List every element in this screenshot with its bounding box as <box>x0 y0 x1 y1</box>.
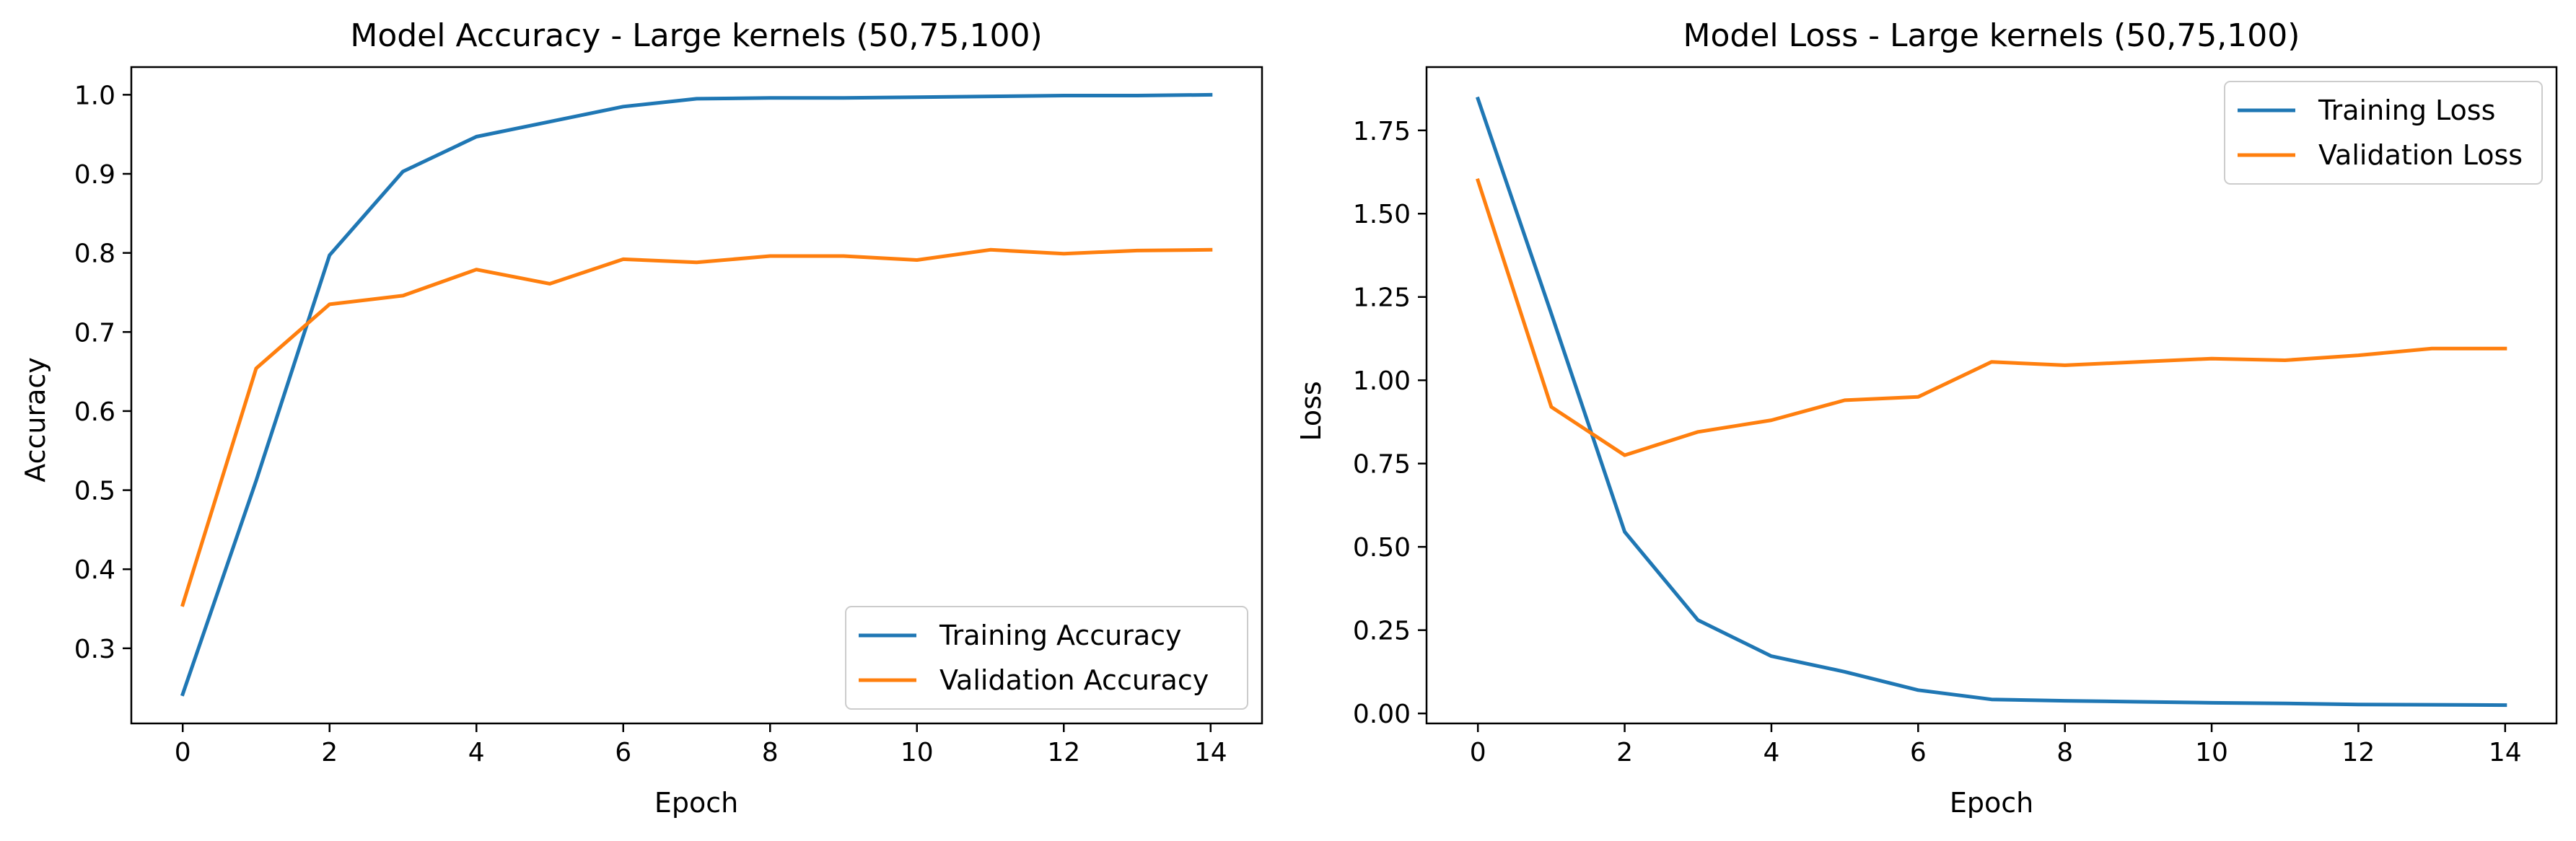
accuracy-x-tick-label: 12 <box>1047 738 1080 767</box>
loss-x-tick-label: 2 <box>1616 738 1633 767</box>
loss-axes-frame <box>1425 66 2558 725</box>
loss-series-validation <box>1476 177 2507 457</box>
accuracy-series-validation <box>180 247 1213 607</box>
accuracy-x-tick-label: 8 <box>762 738 779 767</box>
loss-y-tick-label: 0.25 <box>1353 617 1411 646</box>
accuracy-legend: Training Accuracy Validation Accuracy <box>845 606 1248 710</box>
accuracy-y-axis-label: Accuracy <box>19 357 51 483</box>
loss-y-tick-label: 0.75 <box>1353 450 1411 480</box>
loss-x-tick-label: 14 <box>2489 738 2522 767</box>
loss-legend-label: Validation Loss <box>2318 139 2523 171</box>
loss-x-tick-label: 0 <box>1470 738 1486 767</box>
loss-series-training <box>1476 96 2507 708</box>
accuracy-y-tick-label: 0.3 <box>74 635 115 664</box>
accuracy-y-tick-label: 0.7 <box>74 318 115 348</box>
accuracy-legend-label: Validation Accuracy <box>939 664 1209 696</box>
accuracy-y-tick-label: 0.4 <box>74 555 115 585</box>
loss-legend-label: Training Loss <box>2318 94 2495 126</box>
loss-x-tick-label: 12 <box>2342 738 2375 767</box>
loss-legend-box <box>2224 81 2543 185</box>
accuracy-x-tick-label: 10 <box>901 738 934 767</box>
loss-y-tick-label: 1.25 <box>1353 283 1411 313</box>
loss-chart: Model Loss - Large kernels (50,75,100) E… <box>1295 17 2558 819</box>
accuracy-x-tick-label: 4 <box>468 738 485 767</box>
accuracy-chart: Model Accuracy - Large kernels (50,75,10… <box>19 17 1263 819</box>
accuracy-x-tick-label: 0 <box>175 738 191 767</box>
loss-x-axis-label: Epoch <box>1950 787 2033 819</box>
accuracy-x-axis-label: Epoch <box>654 787 738 819</box>
loss-x-tick-label: 4 <box>1763 738 1779 767</box>
accuracy-y-tick-label: 0.6 <box>74 397 115 427</box>
loss-y-axis-label: Loss <box>1295 381 1327 441</box>
loss-x-tick-label: 6 <box>1910 738 1927 767</box>
loss-y-tick-label: 0.50 <box>1353 533 1411 563</box>
accuracy-legend-box <box>845 606 1248 710</box>
accuracy-x-tick-label: 6 <box>615 738 631 767</box>
accuracy-y-tick-label: 0.8 <box>74 239 115 269</box>
accuracy-y-tick-label: 1.0 <box>74 81 115 110</box>
accuracy-y-tick-label: 0.5 <box>74 477 115 506</box>
accuracy-legend-label: Training Accuracy <box>939 620 1182 651</box>
accuracy-axes-frame <box>130 66 1263 725</box>
accuracy-series-training <box>180 92 1213 697</box>
accuracy-y-tick-label: 0.9 <box>74 160 115 190</box>
loss-chart-title: Model Loss - Large kernels (50,75,100) <box>1683 17 2300 54</box>
loss-y-tick-label: 1.75 <box>1353 117 1411 146</box>
loss-legend: Training Loss Validation Loss <box>2224 81 2543 185</box>
loss-x-tick-label: 10 <box>2195 738 2228 767</box>
accuracy-x-tick-label: 2 <box>321 738 338 767</box>
loss-y-tick-label: 0.00 <box>1353 700 1411 729</box>
loss-y-tick-label: 1.50 <box>1353 200 1411 229</box>
loss-x-tick-label: 8 <box>2056 738 2073 767</box>
accuracy-x-tick-label: 14 <box>1194 738 1227 767</box>
loss-y-tick-label: 1.00 <box>1353 366 1411 396</box>
accuracy-chart-title: Model Accuracy - Large kernels (50,75,10… <box>350 17 1042 54</box>
